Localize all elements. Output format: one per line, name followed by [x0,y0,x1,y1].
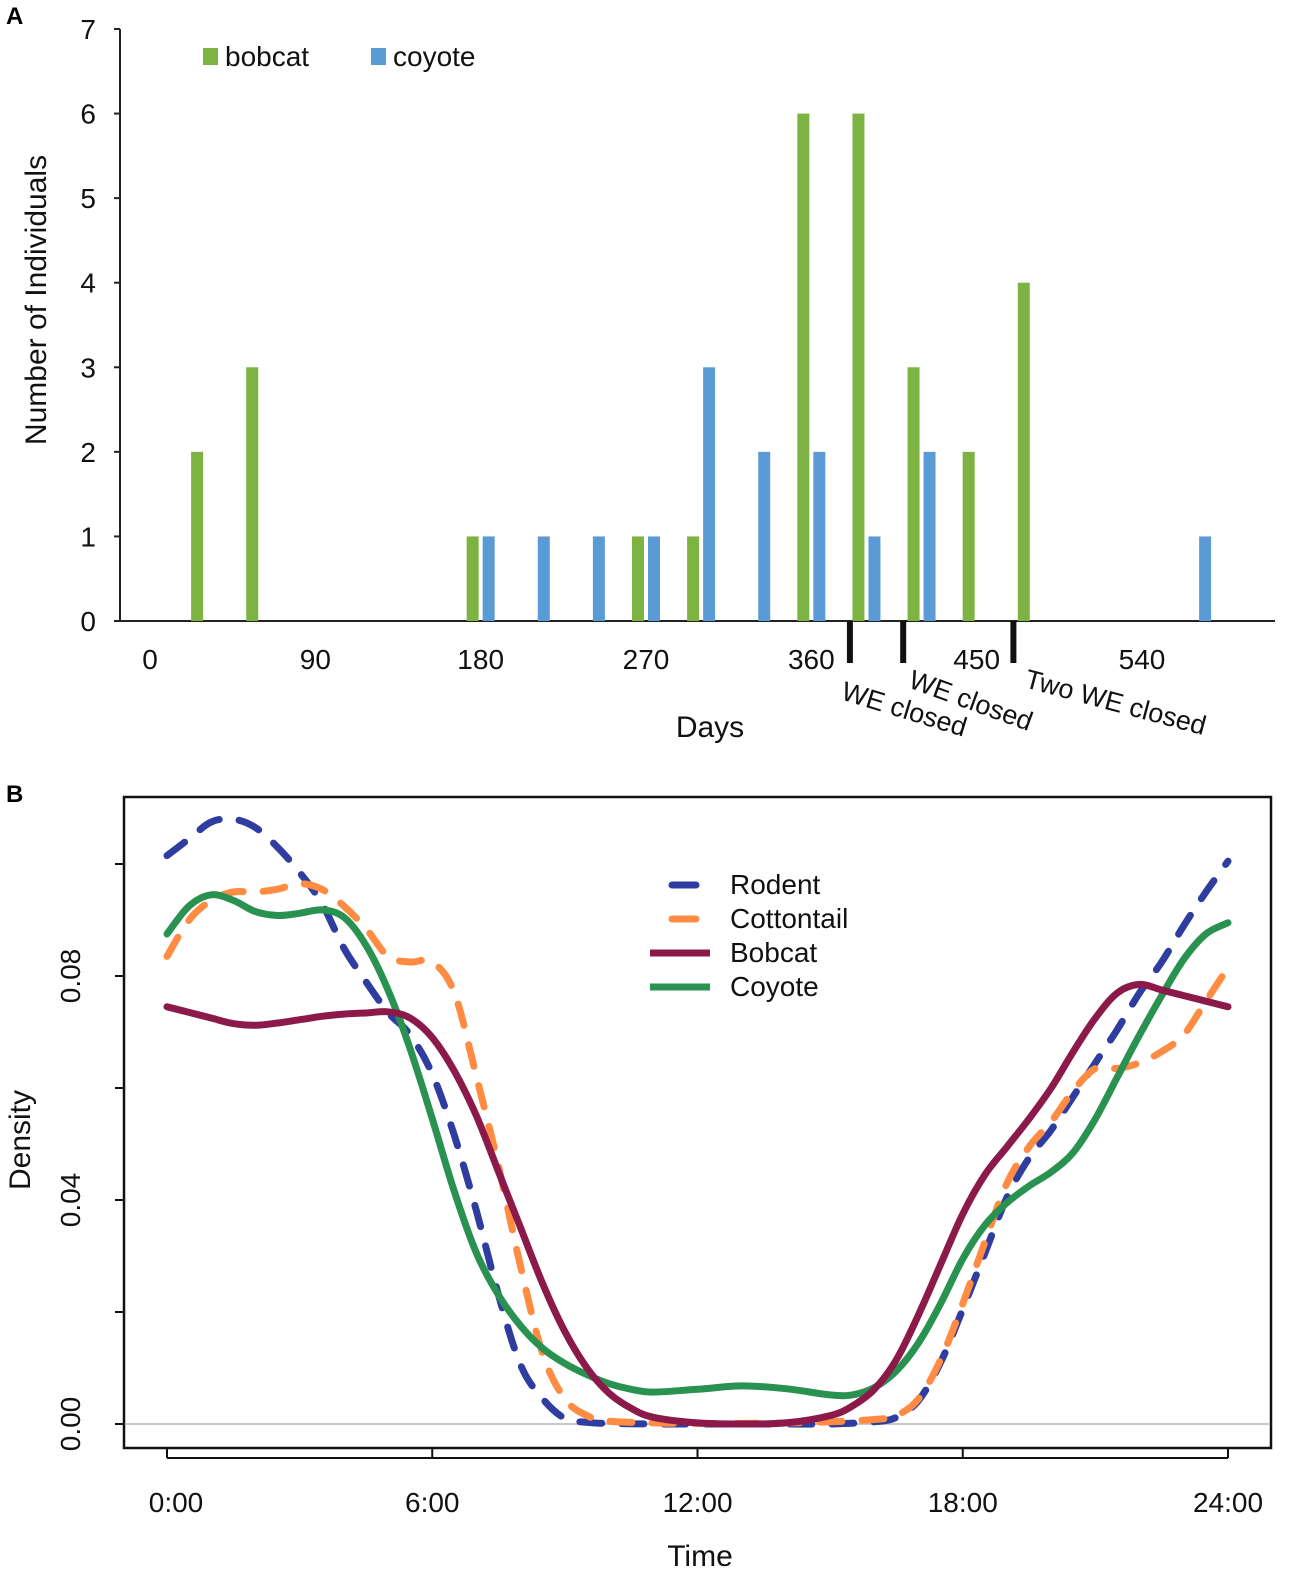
y-tick-label: 6 [80,99,96,130]
bar-coyote [868,536,881,621]
x-tick-label: 180 [457,644,504,675]
x-tick-label: 90 [300,644,331,675]
bar-coyote [537,536,550,621]
line-bobcat [163,980,1232,1428]
y-tick-label: 0.00 [55,1397,86,1452]
bar-bobcat [191,451,204,621]
y-tick-label: 3 [80,352,96,383]
panel-b-label: B [6,781,23,808]
bar-coyote [1199,536,1212,621]
bar-bobcat [246,367,259,621]
bar-coyote [758,451,771,621]
legend-label-rodent: Rodent [730,869,821,900]
x-axis-title: Time [667,1540,733,1573]
bar-bobcat [632,536,644,621]
line-rodent [163,815,1232,1428]
bar-bobcat [687,536,700,621]
legend-swatch-coyote [371,48,386,65]
closure-label: Two WE closed [1022,664,1209,741]
bar-bobcat [1017,282,1030,621]
x-tick-label: 12:00 [662,1487,732,1518]
bar-coyote [703,367,716,621]
bar-bobcat [797,113,810,622]
legend-label-cottontail: Cottontail [730,903,848,934]
panel-a: A 0 1 2 3 4 5 6 7 0 90 180 270 360 450 540 Days Number of… [6,3,1275,744]
bar-bobcat [852,113,865,622]
y-tick-label: 7 [80,14,96,45]
y-tick-label: 2 [80,437,96,468]
x-tick-label: 24:00 [1193,1487,1263,1518]
bar-coyote [482,536,495,621]
x-tick-label: 0:00 [149,1487,204,1518]
plot-frame [122,795,1273,1450]
y-tick-label: 4 [80,268,96,299]
legend-a: bobcat coyote [203,41,476,72]
y-tick-label: 0.08 [55,949,86,1004]
x-tick-label: 450 [953,644,1000,675]
bar-coyote [813,451,826,621]
bar-bobcat [466,536,479,621]
x-tick-label: 0 [142,644,158,675]
legend-label-coyote: coyote [393,41,476,72]
bar-bobcat [907,367,920,621]
x-tick-label: 18:00 [928,1487,998,1518]
y-tick-label: 0 [80,606,96,637]
bar-coyote [648,536,660,621]
x-axis-title: Days [676,711,744,744]
legend-label-bobcat: bobcat [225,41,309,72]
bar-coyote [592,536,605,621]
legend-label-bobcat: Bobcat [730,937,817,968]
x-tick-label: 360 [788,644,835,675]
bar-bobcat [962,451,975,621]
y-axis-title: Number of Individuals [20,155,53,445]
legend-label-coyote: Coyote [730,971,819,1002]
y-axis-title: Density [4,1090,37,1190]
y-tick-label: 1 [80,521,96,552]
y-tick-label: 0.04 [55,1173,86,1228]
x-tick-label: 270 [623,644,670,675]
y-tick-label: 5 [80,183,96,214]
x-tick-label: 540 [1119,644,1166,675]
bar-coyote [923,451,936,621]
line-cottontail [163,880,1232,1427]
panel-a-label: A [6,3,23,30]
x-tick-label: 6:00 [405,1487,460,1518]
legend-swatch-bobcat [203,48,218,65]
panel-b: B 0.00 0.04 0.08 0:00 6:00 12:00 18:00 24:00 Time… [4,781,1273,1573]
line-coyote [163,891,1232,1400]
